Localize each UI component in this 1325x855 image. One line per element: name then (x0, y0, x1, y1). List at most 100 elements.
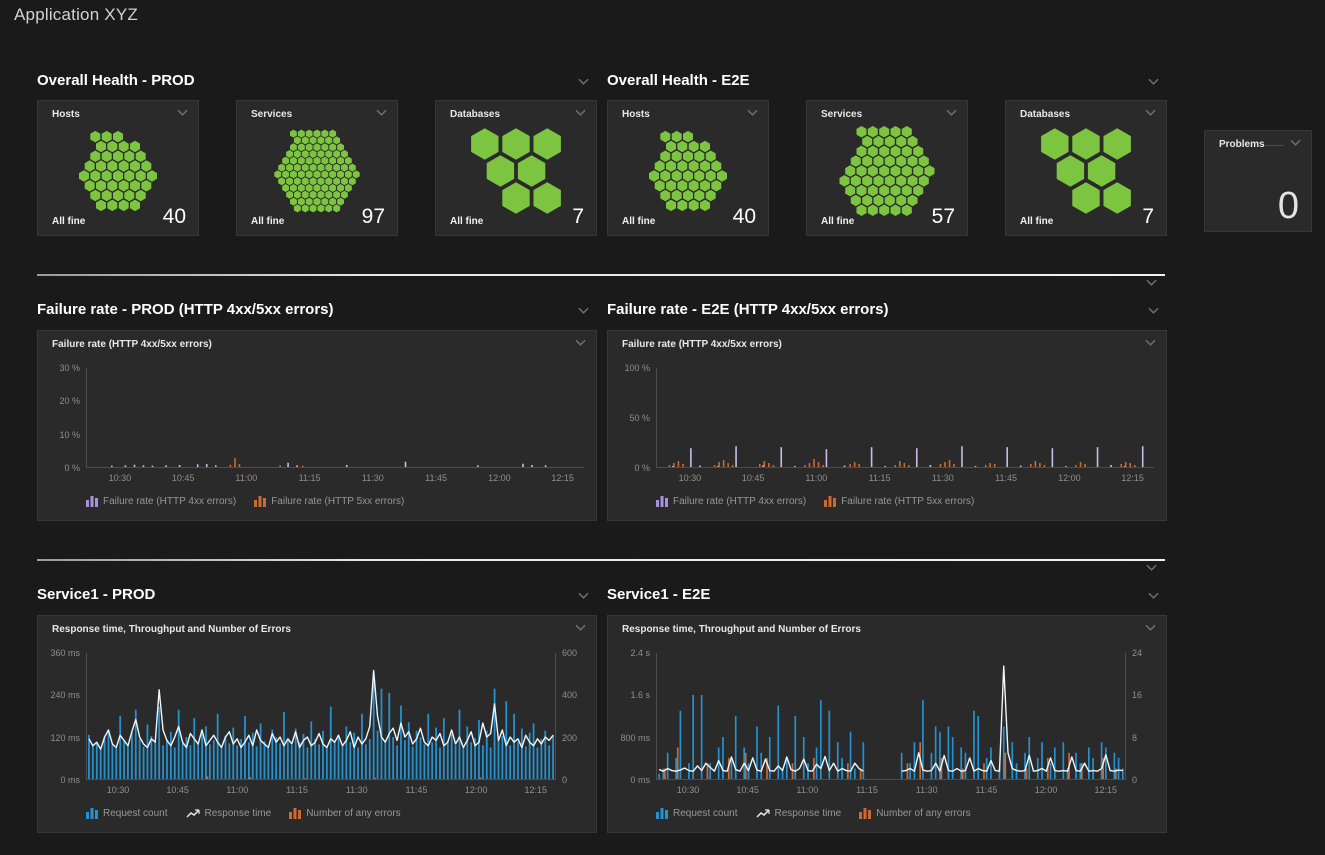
x-axis-label: 12:15 (525, 785, 548, 795)
x-axis-label: 12:00 (465, 785, 488, 795)
chevron-down-icon[interactable] (578, 78, 589, 85)
legend-label: Request count (673, 808, 738, 819)
chevron-down-icon[interactable] (747, 109, 758, 116)
chevron-down-icon[interactable] (1146, 564, 1157, 571)
status-label: All fine (52, 216, 85, 227)
section-divider (37, 559, 1165, 561)
x-axis-label: 12:15 (1095, 785, 1118, 795)
x-axis-label: 11:30 (916, 785, 938, 795)
legend-label: Failure rate (HTTP 5xx errors) (841, 496, 974, 507)
chevron-down-icon[interactable] (1148, 592, 1159, 599)
chevron-down-icon[interactable] (1290, 139, 1301, 146)
chevron-down-icon[interactable] (1145, 339, 1156, 346)
legend-label: Response time (775, 808, 842, 819)
entity-count: 40 (733, 206, 756, 227)
health-tile-databases-e2e[interactable]: Databases All fine7 (1005, 100, 1167, 236)
chevron-down-icon[interactable] (575, 339, 586, 346)
status-label: All fine (821, 216, 854, 227)
chart-svg (657, 368, 1154, 467)
x-axis-label: 11:15 (286, 785, 308, 795)
chevron-down-icon[interactable] (575, 624, 586, 631)
legend-item[interactable]: Response time (756, 808, 842, 819)
tile-title: Response time, Throughput and Number of … (622, 624, 861, 635)
bars-icon (656, 808, 668, 819)
chevron-down-icon[interactable] (578, 307, 589, 314)
chart-legend: Request count Response time Number of any … (86, 808, 401, 819)
line-icon (756, 809, 770, 819)
x-axis-label: 11:00 (805, 473, 827, 483)
chevron-down-icon[interactable] (946, 109, 957, 116)
chart-tile-service1-prod[interactable]: Response time, Throughput and Number of … (37, 615, 597, 833)
x-axis-label: 10:45 (166, 785, 189, 795)
chevron-down-icon[interactable] (1148, 78, 1159, 85)
health-tile-hosts-prod[interactable]: Hosts All fine40 (37, 100, 199, 236)
x-axis-label: 10:30 (109, 473, 132, 483)
x-axis-label: 12:15 (551, 473, 574, 483)
chevron-down-icon[interactable] (1145, 624, 1156, 631)
y-axis-label: 0 ms (38, 775, 80, 785)
x-axis-label: 11:30 (932, 473, 954, 483)
y-axis-label: 16 (1132, 690, 1142, 700)
chart-legend: Failure rate (HTTP 4xx errors) Failure ra… (656, 496, 974, 507)
x-axis-label: 11:45 (995, 473, 1017, 483)
y-axis-label: 1.6 s (608, 690, 650, 700)
chevron-down-icon[interactable] (578, 592, 589, 599)
problems-tile[interactable]: Problems 0 (1204, 130, 1312, 232)
chart-legend: Failure rate (HTTP 4xx errors) Failure ra… (86, 496, 404, 507)
tile-title: Response time, Throughput and Number of … (52, 624, 291, 635)
x-axis-label: 12:00 (1035, 785, 1058, 795)
entity-count: 7 (572, 206, 584, 227)
chevron-down-icon[interactable] (177, 109, 188, 116)
x-axis-label: 10:30 (679, 473, 702, 483)
chart-canvas[interactable] (86, 653, 556, 780)
legend-item[interactable]: Failure rate (HTTP 5xx errors) (254, 496, 404, 507)
entity-count: 7 (1142, 206, 1154, 227)
x-axis-label: 12:00 (1058, 473, 1081, 483)
y-axis-label: 0 (562, 775, 567, 785)
legend-item[interactable]: Failure rate (HTTP 5xx errors) (824, 496, 974, 507)
chart-tile-service1-e2e[interactable]: Response time, Throughput and Number of … (607, 615, 1167, 833)
legend-label: Failure rate (HTTP 5xx errors) (271, 496, 404, 507)
health-tile-services-e2e[interactable]: Services All fine57 (806, 100, 968, 236)
chart-tile-failure-rate-e2e[interactable]: Failure rate (HTTP 4xx/5xx errors) 100 %… (607, 330, 1167, 521)
y-axis-label: 50 % (608, 413, 650, 423)
x-axis-label: 10:45 (172, 473, 195, 483)
chart-canvas[interactable] (656, 653, 1126, 780)
legend-item[interactable]: Number of any errors (859, 808, 970, 819)
legend-item[interactable]: Request count (86, 808, 168, 819)
y-axis-label: 800 ms (608, 733, 650, 743)
chart-canvas[interactable] (656, 368, 1154, 468)
bars-icon (86, 808, 98, 819)
legend-item[interactable]: Failure rate (HTTP 4xx errors) (656, 496, 806, 507)
y-axis-label: 2.4 s (608, 648, 650, 658)
chart-canvas[interactable] (86, 368, 584, 468)
chevron-down-icon[interactable] (1148, 307, 1159, 314)
legend-label: Failure rate (HTTP 4xx errors) (103, 496, 236, 507)
x-axis-label: 11:15 (869, 473, 891, 483)
legend-item[interactable]: Number of any errors (289, 808, 400, 819)
y-axis-label: 600 (562, 648, 577, 658)
health-tile-hosts-e2e[interactable]: Hosts All fine40 (607, 100, 769, 236)
legend-label: Request count (103, 808, 168, 819)
tile-title: Failure rate (HTTP 4xx/5xx errors) (52, 339, 212, 350)
chevron-down-icon[interactable] (1146, 279, 1157, 286)
legend-item[interactable]: Response time (186, 808, 272, 819)
health-tile-services-prod[interactable]: Services All fine97 (236, 100, 398, 236)
status-label: All fine (622, 216, 655, 227)
section-title-failure-rate-prod: Failure rate - PROD (HTTP 4xx/5xx errors… (37, 301, 334, 318)
chart-tile-failure-rate-prod[interactable]: Failure rate (HTTP 4xx/5xx errors) 30 %2… (37, 330, 597, 521)
bars-icon (86, 496, 98, 507)
legend-label: Number of any errors (306, 808, 400, 819)
tile-title: Problems (1219, 139, 1265, 150)
legend-item[interactable]: Failure rate (HTTP 4xx errors) (86, 496, 236, 507)
entity-count: 40 (163, 206, 186, 227)
section-title-service1-e2e: Service1 - E2E (607, 586, 710, 603)
y-axis-label: 200 (562, 733, 577, 743)
legend-item[interactable]: Request count (656, 808, 738, 819)
chevron-down-icon[interactable] (376, 109, 387, 116)
x-axis-label: 12:00 (488, 473, 511, 483)
chevron-down-icon[interactable] (575, 109, 586, 116)
health-tile-databases-prod[interactable]: Databases All fine7 (435, 100, 597, 236)
chevron-down-icon[interactable] (1145, 109, 1156, 116)
entity-count: 97 (362, 206, 385, 227)
